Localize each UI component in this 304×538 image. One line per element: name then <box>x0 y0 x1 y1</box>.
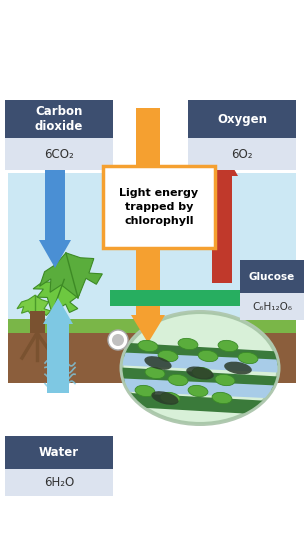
Ellipse shape <box>218 341 238 352</box>
Circle shape <box>108 330 128 350</box>
Ellipse shape <box>158 350 178 362</box>
FancyArrow shape <box>39 148 71 268</box>
Text: 6H₂O: 6H₂O <box>44 476 74 489</box>
Polygon shape <box>112 367 288 391</box>
Text: Water: Water <box>39 446 79 459</box>
Ellipse shape <box>151 391 179 405</box>
Ellipse shape <box>144 356 172 370</box>
FancyArrow shape <box>206 148 238 283</box>
Ellipse shape <box>212 392 232 404</box>
Ellipse shape <box>215 374 235 386</box>
Bar <box>240 260 304 293</box>
Polygon shape <box>17 295 51 320</box>
Bar <box>240 293 304 320</box>
Text: 6CO₂: 6CO₂ <box>44 147 74 160</box>
Ellipse shape <box>168 374 188 386</box>
Text: 6O₂: 6O₂ <box>231 147 253 160</box>
FancyBboxPatch shape <box>103 166 215 248</box>
Circle shape <box>112 334 124 346</box>
Ellipse shape <box>186 366 214 379</box>
Polygon shape <box>33 279 79 313</box>
Ellipse shape <box>192 367 212 379</box>
Ellipse shape <box>145 367 165 379</box>
Ellipse shape <box>135 385 155 397</box>
Bar <box>188 138 296 170</box>
Bar <box>5 469 113 496</box>
Polygon shape <box>112 392 288 416</box>
Polygon shape <box>112 352 288 373</box>
Ellipse shape <box>160 392 180 404</box>
Text: Light energy
trapped by
chlorophyll: Light energy trapped by chlorophyll <box>119 188 199 226</box>
Polygon shape <box>112 342 288 366</box>
Text: Glucose: Glucose <box>249 272 295 281</box>
FancyArrow shape <box>110 286 290 310</box>
Bar <box>8 328 296 383</box>
Ellipse shape <box>119 310 281 426</box>
Ellipse shape <box>188 385 208 397</box>
Ellipse shape <box>238 352 258 364</box>
Ellipse shape <box>178 338 198 350</box>
Text: C₆H₁₂O₆: C₆H₁₂O₆ <box>252 301 292 312</box>
Text: Oxygen: Oxygen <box>217 112 267 125</box>
Bar <box>5 138 113 170</box>
Bar <box>8 319 296 333</box>
Bar <box>30 311 45 333</box>
Text: Carbon
dioxide: Carbon dioxide <box>35 105 83 133</box>
FancyArrow shape <box>43 298 73 393</box>
Ellipse shape <box>138 341 158 352</box>
Ellipse shape <box>198 350 218 362</box>
Bar <box>5 436 113 469</box>
Bar <box>5 100 113 138</box>
Polygon shape <box>112 378 288 399</box>
Bar <box>8 173 296 383</box>
Ellipse shape <box>123 313 278 423</box>
Ellipse shape <box>224 362 252 374</box>
Polygon shape <box>40 253 102 298</box>
Bar <box>188 100 296 138</box>
FancyArrow shape <box>131 108 165 343</box>
